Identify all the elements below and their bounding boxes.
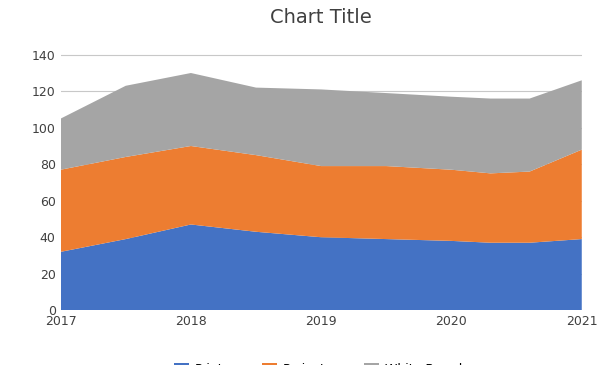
Legend: Printers, Projectors, White Boards: Printers, Projectors, White Boards (168, 358, 474, 365)
Title: Chart Title: Chart Title (270, 8, 372, 27)
